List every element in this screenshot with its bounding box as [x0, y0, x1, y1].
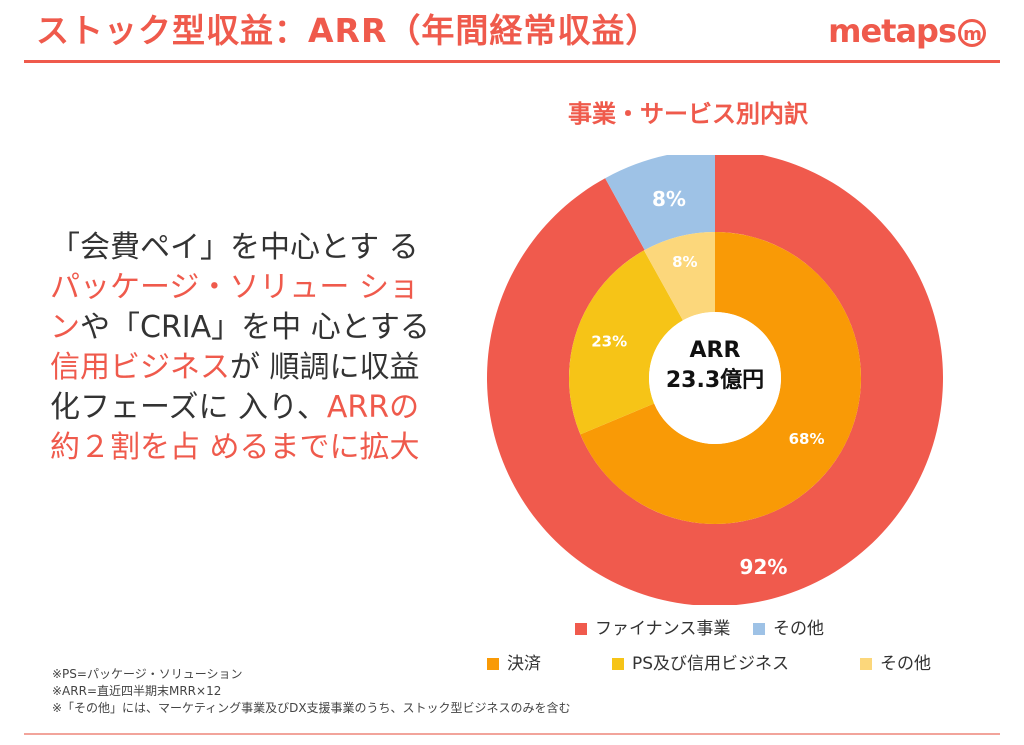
outer-ring-slice: [605, 155, 715, 251]
legend-label: ファイナンス事業: [595, 619, 731, 639]
legend-swatch: [753, 623, 765, 635]
inner-ring-data-label: 23%: [591, 333, 627, 351]
logo-text: metaps: [828, 12, 957, 50]
legend-item: ファイナンス事業: [575, 614, 730, 639]
legend-swatch: [612, 658, 624, 670]
legend-label: 決済: [507, 654, 541, 674]
logo-mark-icon: m: [958, 19, 986, 47]
outer-ring-data-label: 92%: [740, 555, 788, 579]
summary-highlight: パッケージ・ソリュー: [50, 270, 350, 305]
legend-item: 決済: [487, 649, 541, 674]
header-divider: [24, 60, 1000, 63]
slice-labels: 92% 8% 68% 23% 8%: [591, 187, 824, 579]
chart-title: 事業・サービス別内訳: [568, 100, 808, 128]
summary-segment: 順調に収益化フェーズに: [50, 350, 420, 425]
inner-ring-data-label: 68%: [789, 430, 825, 448]
summary-highlight: ション: [50, 270, 419, 345]
summary-segment: が: [230, 350, 260, 385]
page-title: ストック型収益：ARR（年間経常収益）: [36, 11, 660, 50]
arr-donut-chart: 92% 8% 68% 23% 8% ARR 23.3億円: [487, 155, 943, 605]
legend-label: その他: [880, 654, 931, 674]
legend-label: PS及び信用ビジネス: [632, 654, 790, 674]
footnote: ※PS=パッケージ・ソリューション: [52, 667, 243, 681]
summary-segment: 「会費ペイ」を中心とす: [50, 230, 380, 265]
legend-item: PS及び信用ビジネス: [612, 649, 789, 674]
summary-segment: 入り、: [238, 390, 327, 425]
outer-ring: [487, 155, 943, 605]
outer-ring-data-label: 8%: [652, 187, 686, 211]
legend-swatch: [487, 658, 499, 670]
summary-segment: や「CRIA」を中: [80, 310, 302, 345]
summary-segment: 心とする: [310, 310, 430, 345]
center-label-arr: ARR: [690, 338, 741, 363]
center-hole: [649, 312, 781, 444]
inner-ring-slice: [580, 232, 861, 524]
summary-highlight: 信用ビジネス: [50, 350, 230, 385]
footnote: ※「その他」には、マーケティング事業及びDX支援事業のうち、ストック型ビジネスの…: [52, 701, 571, 715]
legend-label: その他: [773, 619, 824, 639]
summary-highlight: めるまでに拡大: [209, 430, 420, 465]
summary-text: 「会費ペイ」を中心とす るパッケージ・ソリュー ションや「CRIA」を中 心とす…: [50, 228, 430, 468]
inner-ring-data-label: 8%: [672, 253, 697, 271]
legend-swatch: [575, 623, 587, 635]
summary-highlight: ARRの約２割を占: [50, 390, 420, 465]
legend-item: その他: [860, 649, 931, 674]
inner-ring-slice: [644, 232, 715, 321]
inner-ring-slice: [569, 250, 683, 435]
legend-swatch: [860, 658, 872, 670]
footer-divider: [24, 733, 1000, 735]
summary-segment: る: [388, 230, 419, 265]
legend-item: その他: [753, 614, 824, 639]
footnotes: ※PS=パッケージ・ソリューション ※ARR=直近四半期末MRR×12 ※「その…: [52, 666, 571, 717]
company-logo: metaps m: [828, 12, 986, 50]
outer-ring-slice: [487, 155, 943, 605]
footnote: ※ARR=直近四半期末MRR×12: [52, 684, 222, 698]
center-label-amount: 23.3億円: [666, 367, 764, 393]
inner-ring: [569, 232, 861, 524]
